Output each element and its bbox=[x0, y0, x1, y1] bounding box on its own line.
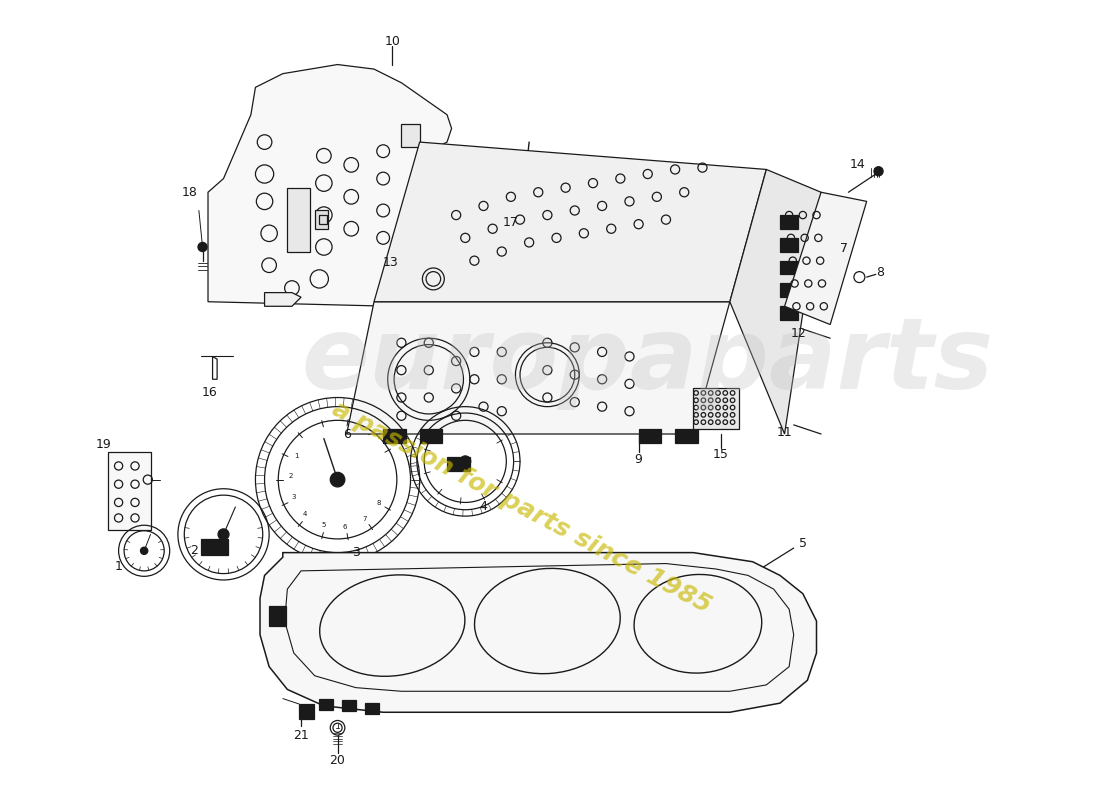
Bar bbox=[639, 430, 661, 443]
Text: 16: 16 bbox=[202, 386, 218, 399]
Text: 4: 4 bbox=[480, 501, 487, 514]
Bar bbox=[342, 701, 355, 711]
Bar bbox=[299, 704, 314, 718]
Text: 13: 13 bbox=[383, 256, 398, 269]
Bar bbox=[365, 703, 378, 714]
Bar bbox=[675, 430, 697, 443]
Text: 21: 21 bbox=[294, 729, 309, 742]
Text: 8: 8 bbox=[376, 500, 381, 506]
Text: 18: 18 bbox=[182, 186, 198, 198]
Bar bbox=[780, 238, 799, 251]
Circle shape bbox=[141, 547, 147, 554]
Text: a passion for parts since 1985: a passion for parts since 1985 bbox=[328, 397, 715, 618]
Polygon shape bbox=[402, 124, 420, 146]
Text: 8: 8 bbox=[877, 266, 884, 279]
Text: 15: 15 bbox=[713, 447, 728, 461]
Text: 1: 1 bbox=[294, 453, 299, 459]
Polygon shape bbox=[265, 293, 301, 306]
Text: 9: 9 bbox=[635, 453, 642, 466]
Circle shape bbox=[460, 456, 471, 467]
Polygon shape bbox=[260, 553, 816, 712]
Bar bbox=[383, 430, 406, 443]
Text: 2: 2 bbox=[288, 473, 293, 479]
Bar bbox=[270, 606, 286, 626]
Bar bbox=[447, 457, 470, 470]
Bar bbox=[420, 430, 442, 443]
Polygon shape bbox=[315, 210, 329, 229]
Text: 6: 6 bbox=[343, 427, 351, 441]
Text: 5: 5 bbox=[799, 537, 806, 550]
Text: 7: 7 bbox=[362, 516, 366, 522]
Text: 7: 7 bbox=[840, 242, 848, 255]
Bar bbox=[319, 698, 333, 710]
Text: 17: 17 bbox=[503, 216, 519, 229]
Polygon shape bbox=[108, 452, 151, 530]
Text: 20: 20 bbox=[330, 754, 345, 767]
Text: europaparts: europaparts bbox=[301, 313, 993, 410]
Bar bbox=[780, 306, 799, 320]
Text: 4: 4 bbox=[304, 511, 308, 518]
Text: 19: 19 bbox=[96, 438, 111, 451]
Bar bbox=[780, 261, 799, 274]
Text: 5: 5 bbox=[321, 522, 326, 528]
Polygon shape bbox=[346, 302, 729, 434]
Bar bbox=[780, 283, 799, 297]
Circle shape bbox=[330, 472, 344, 487]
Text: 3: 3 bbox=[352, 546, 360, 559]
Polygon shape bbox=[729, 170, 821, 434]
Circle shape bbox=[218, 529, 229, 540]
Text: 1: 1 bbox=[114, 560, 122, 573]
Bar bbox=[780, 215, 799, 229]
Text: 6: 6 bbox=[342, 523, 346, 530]
Text: 2: 2 bbox=[190, 544, 198, 558]
Circle shape bbox=[198, 242, 207, 251]
Polygon shape bbox=[693, 388, 739, 430]
Polygon shape bbox=[287, 188, 310, 251]
Text: 10: 10 bbox=[384, 35, 400, 48]
Polygon shape bbox=[374, 142, 767, 302]
Polygon shape bbox=[208, 65, 452, 306]
Text: 14: 14 bbox=[849, 158, 866, 171]
Text: 11: 11 bbox=[777, 426, 792, 438]
Text: 3: 3 bbox=[292, 494, 296, 500]
Text: 12: 12 bbox=[791, 327, 806, 340]
Circle shape bbox=[874, 166, 883, 176]
Polygon shape bbox=[784, 192, 867, 325]
Bar bbox=[200, 539, 228, 555]
